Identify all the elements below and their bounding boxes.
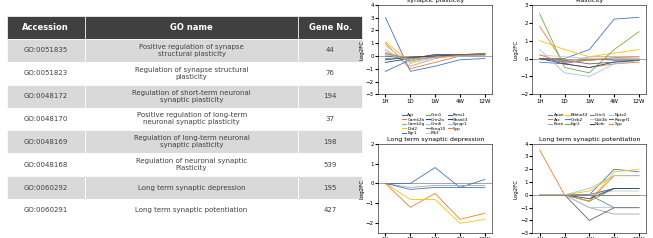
Title: Long term synaptic potentiation: Long term synaptic potentiation [539, 137, 640, 142]
Title: Regulation of neuronal synaptic
Plasticity: Regulation of neuronal synaptic Plastici… [539, 0, 639, 3]
Legend: Agt, Camk2b, Camk2g, Drd2, Egr1, Grin1, Grin2a, Grin6, Kcnq10, Plk3, Rims1, Shan: Agt, Camk2b, Camk2g, Drd2, Egr1, Grin1, … [401, 113, 470, 136]
Title: Long term synaptic depression: Long term synaptic depression [387, 137, 484, 142]
Legend: Apoe, Arc, Bcan, Btbhe43, Creb2, Egr2, Grin1, Gsk3b, Ncdn, Nptx2, Rasgrf1, Syp: Apoe, Arc, Bcan, Btbhe43, Creb2, Egr2, G… [547, 113, 631, 127]
Y-axis label: Log2FC: Log2FC [359, 178, 364, 198]
Y-axis label: Log2FC: Log2FC [513, 178, 518, 198]
Y-axis label: Log2FC: Log2FC [513, 40, 518, 60]
Y-axis label: Log2FC: Log2FC [359, 40, 364, 60]
Title: Regulation of long-term neuronal
synaptic plasticity: Regulation of long-term neuronal synapti… [383, 0, 487, 3]
